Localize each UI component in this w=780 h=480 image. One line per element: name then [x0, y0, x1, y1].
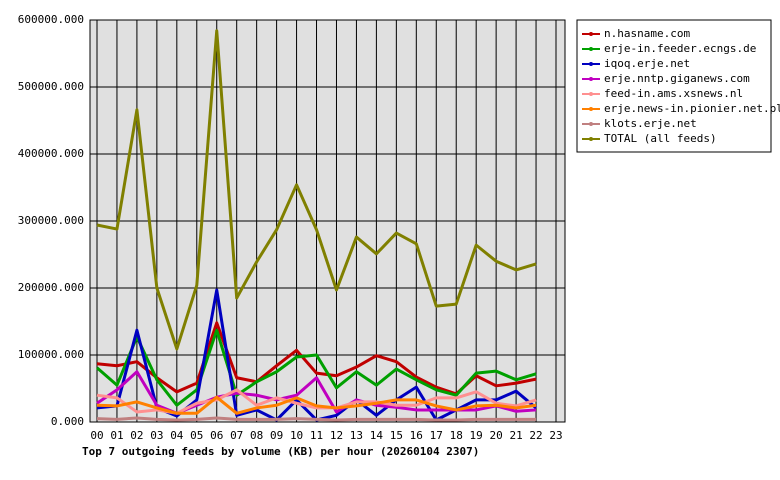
x-tick-label: 04 — [170, 429, 184, 442]
x-tick-label: 23 — [549, 429, 562, 442]
x-tick-label: 12 — [330, 429, 343, 442]
x-tick-label: 16 — [410, 429, 423, 442]
y-tick-label: 0.000 — [51, 415, 84, 428]
legend-label: klots.erje.net — [604, 117, 697, 130]
chart-title: Top 7 outgoing feeds by volume (KB) per … — [82, 445, 479, 458]
x-tick-label: 11 — [310, 429, 323, 442]
x-tick-label: 20 — [490, 429, 503, 442]
legend-marker — [589, 77, 593, 81]
x-tick-label: 13 — [350, 429, 363, 442]
x-tick-label: 06 — [210, 429, 223, 442]
y-tick-label: 400000.000 — [18, 147, 84, 160]
x-tick-label: 17 — [430, 429, 443, 442]
x-tick-label: 22 — [529, 429, 542, 442]
x-tick-label: 03 — [150, 429, 163, 442]
legend-label: n.hasname.com — [604, 27, 690, 40]
x-tick-label: 01 — [110, 429, 123, 442]
x-tick-label: 14 — [370, 429, 384, 442]
x-tick-label: 09 — [270, 429, 283, 442]
series-line — [96, 395, 537, 415]
legend-label: TOTAL (all feeds) — [604, 132, 717, 145]
x-tick-label: 19 — [470, 429, 483, 442]
x-tick-label: 02 — [130, 429, 143, 442]
y-tick-label: 300000.000 — [18, 214, 84, 227]
legend-marker — [589, 62, 593, 66]
series-line — [96, 416, 537, 422]
x-tick-label: 21 — [509, 429, 522, 442]
y-tick-label: 600000.000 — [18, 13, 84, 26]
x-tick-label: 05 — [190, 429, 203, 442]
x-tick-label: 07 — [230, 429, 243, 442]
x-tick-label: 15 — [390, 429, 403, 442]
x-tick-label: 00 — [90, 429, 103, 442]
legend-marker — [589, 47, 593, 51]
legend-marker — [589, 122, 593, 126]
legend-label: erje.nntp.giganews.com — [604, 72, 750, 85]
legend-label: feed-in.ams.xsnews.nl — [604, 87, 743, 100]
x-tick-label: 08 — [250, 429, 263, 442]
x-tick-label: 18 — [450, 429, 463, 442]
legend-marker — [589, 32, 593, 36]
legend-label: erje.news-in.pionier.net.pl — [604, 102, 780, 115]
legend-label: iqoq.erje.net — [604, 57, 690, 70]
legend-marker — [589, 92, 593, 96]
legend-marker — [589, 137, 593, 141]
y-tick-label: 500000.000 — [18, 80, 84, 93]
x-tick-label: 10 — [290, 429, 303, 442]
y-tick-label: 100000.000 — [18, 348, 84, 361]
y-tick-label: 200000.000 — [18, 281, 84, 294]
legend-label: erje-in.feeder.ecngs.de — [604, 42, 756, 55]
legend-box — [576, 19, 772, 153]
series-line — [96, 328, 537, 407]
series-line — [96, 29, 537, 351]
legend-marker — [589, 107, 593, 111]
